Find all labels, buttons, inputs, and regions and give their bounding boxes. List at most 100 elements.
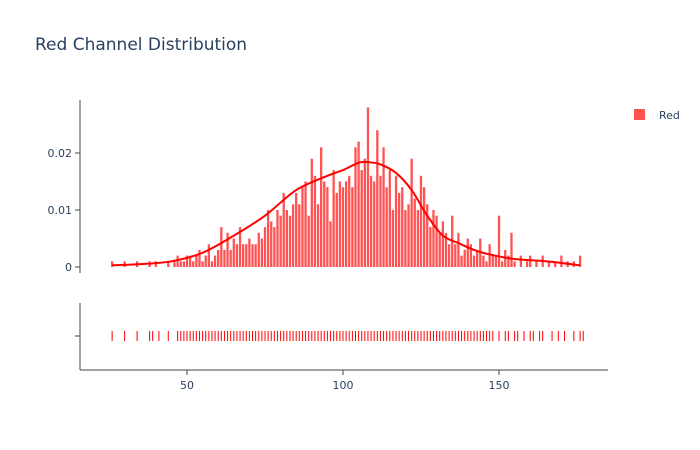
histogram-bar (154, 261, 157, 267)
histogram-bar (373, 181, 376, 267)
histogram-bar (295, 192, 298, 267)
histogram-bar (363, 158, 366, 267)
histogram-bar (266, 210, 270, 267)
histogram-bar (444, 232, 448, 267)
histogram-bar (251, 244, 254, 267)
legend[interactable]: Red (634, 109, 680, 122)
histogram-bar (519, 255, 522, 267)
histogram-bar (323, 181, 326, 267)
histogram-bar (535, 261, 538, 267)
legend-swatch (634, 109, 645, 120)
histogram-bar (204, 255, 207, 267)
histogram-bar (472, 255, 476, 267)
histogram-bar (510, 232, 513, 267)
histogram-bar (497, 215, 501, 267)
histogram-bar (410, 158, 413, 267)
histogram-bar (382, 147, 385, 267)
histogram-bar (491, 255, 494, 267)
histogram-bar (485, 261, 488, 267)
histogram-bar (348, 175, 351, 267)
histogram-bar (298, 204, 301, 267)
histogram-bar (429, 227, 432, 267)
histogram-bar (438, 232, 441, 267)
histogram-bar (213, 255, 217, 267)
histogram-bar (482, 255, 485, 267)
histogram-bar (110, 261, 114, 267)
histogram-bar (185, 255, 189, 267)
histogram-bar (335, 192, 338, 267)
histogram-bar (407, 204, 410, 267)
histogram-bar (435, 215, 438, 267)
histogram-bar (167, 261, 170, 267)
histogram-bar (379, 175, 382, 267)
histogram-bar (329, 221, 332, 267)
histogram-bar (195, 255, 198, 267)
histogram-bar (288, 215, 292, 267)
histogram-bar (238, 227, 242, 267)
histogram-bar (313, 175, 317, 267)
histogram-bar (525, 261, 529, 267)
kde-line (112, 160, 581, 267)
histogram-bar (226, 232, 229, 267)
histogram-bar (376, 130, 379, 267)
histogram-bar (304, 181, 307, 267)
histogram-bar (291, 204, 295, 267)
histogram-bar (173, 261, 176, 267)
histogram-bar (366, 107, 370, 268)
histogram-bar (326, 187, 329, 267)
histogram-bar (494, 255, 498, 267)
y-tick-label: 0 (65, 261, 72, 274)
histogram-bar (391, 210, 395, 267)
histogram-bar (201, 261, 204, 267)
histogram-bar (476, 249, 479, 267)
histogram-bar (220, 227, 223, 267)
histogram-bar (469, 244, 473, 267)
histogram-bar (282, 192, 285, 267)
histogram-bar (332, 170, 335, 267)
histogram-bar (426, 204, 429, 267)
histogram-bar (307, 215, 310, 267)
histogram-bar (416, 210, 420, 267)
y-tick-label: 0.01 (48, 204, 73, 217)
histogram-bar (500, 261, 504, 267)
histogram-bar (257, 232, 260, 267)
histogram-bar (413, 198, 416, 267)
histogram-bar (398, 192, 401, 267)
histogram-bar (341, 187, 345, 267)
histogram-bar (188, 255, 192, 267)
legend-label: Red (659, 109, 680, 122)
histogram-bar (344, 181, 348, 267)
histogram-bar (441, 221, 444, 267)
histogram-bar (560, 255, 563, 267)
histogram-bar (351, 187, 354, 267)
histogram-bar (316, 204, 320, 267)
histogram-bar (229, 249, 232, 267)
histogram-bar (260, 238, 264, 267)
rug-plot (111, 331, 584, 341)
histogram-bar (388, 170, 391, 267)
y-tick-label: 0.02 (48, 147, 73, 160)
histogram-bar (179, 261, 182, 267)
histogram-bar (422, 187, 426, 267)
histogram-bar (547, 261, 551, 267)
histogram-bar (270, 221, 273, 267)
histogram-bar (554, 261, 557, 267)
histogram-bar (394, 175, 398, 267)
histogram-bar (454, 244, 457, 267)
histogram-bar (320, 147, 323, 267)
histogram-bar (273, 227, 276, 267)
x-tick-label: 150 (489, 379, 510, 392)
histogram-bar (276, 210, 279, 267)
histogram-bar (354, 147, 357, 267)
histogram-bar (301, 187, 304, 267)
histogram-bar (217, 249, 220, 267)
histogram-bar (369, 175, 373, 267)
histogram-bar (357, 141, 360, 267)
histogram-bar (232, 238, 235, 267)
histogram-bar (466, 238, 469, 267)
histogram-bar (198, 249, 201, 267)
histogram-bar (235, 244, 239, 267)
histogram-bar (279, 215, 282, 267)
histogram-bar (248, 238, 251, 267)
